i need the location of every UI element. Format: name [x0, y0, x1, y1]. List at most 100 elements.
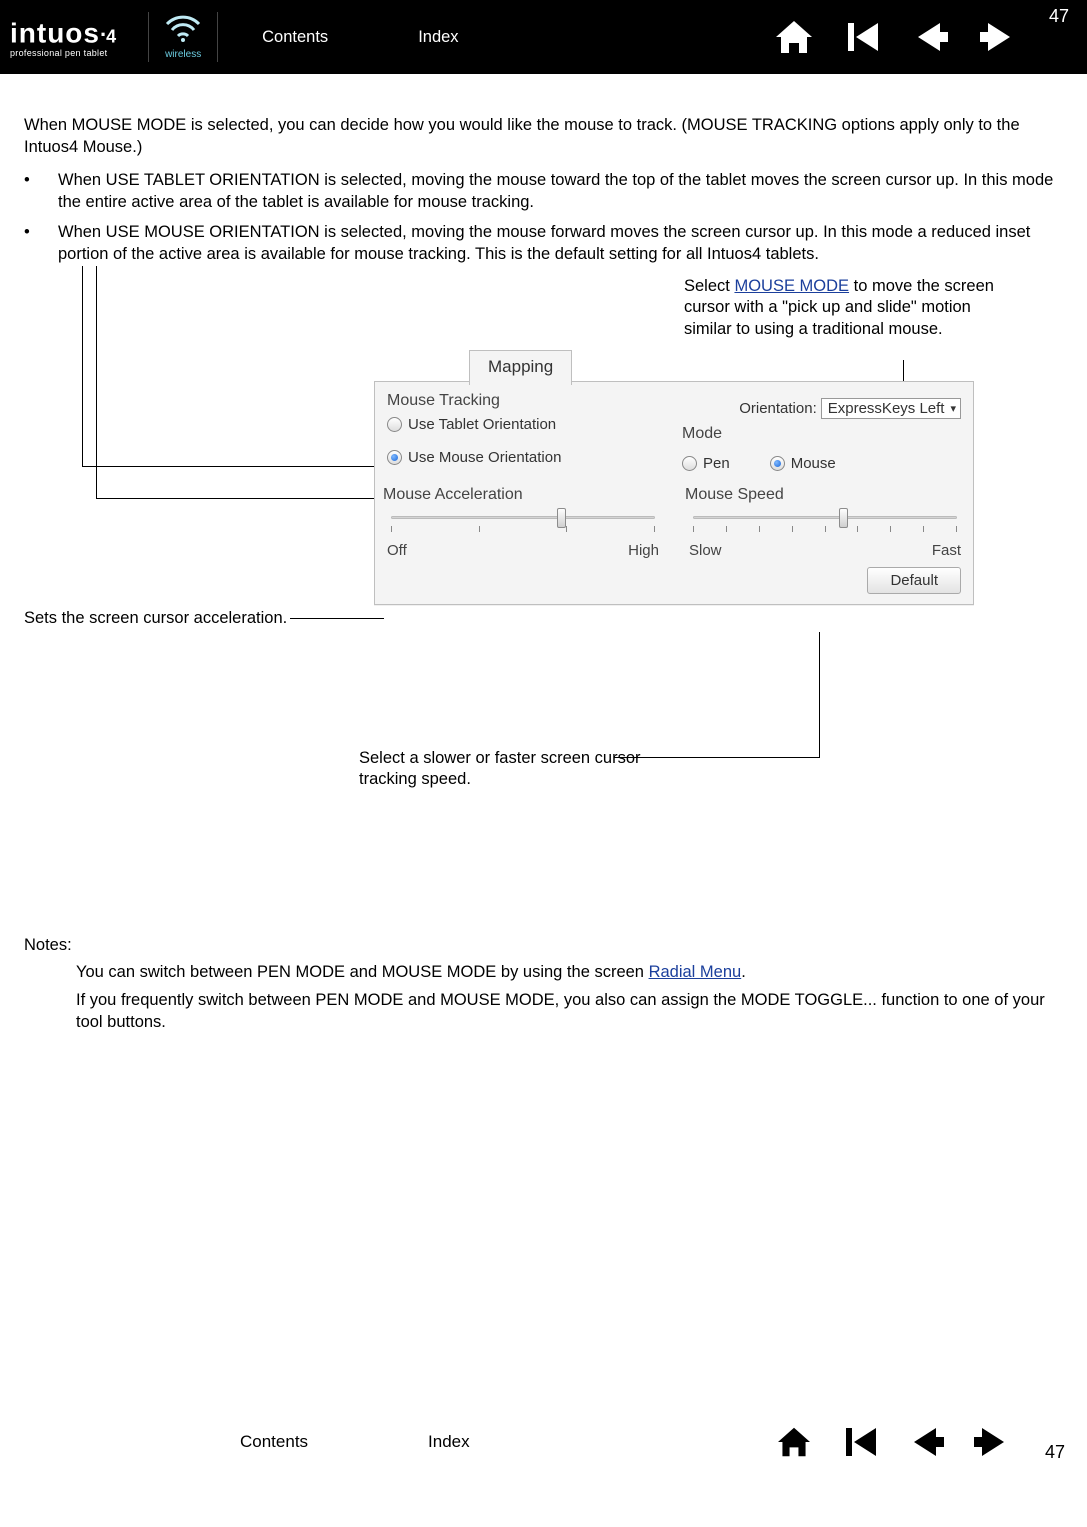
orientation-label: Orientation:: [739, 400, 817, 417]
footer-contents[interactable]: Contents: [240, 1432, 308, 1452]
next-icon: [972, 1425, 1012, 1459]
callout-speed: Select a slower or faster screen cursor …: [359, 748, 649, 792]
callout-line: [82, 466, 382, 467]
orientation-select[interactable]: ExpressKeys Left ▾: [821, 398, 961, 419]
home-icon: [775, 1426, 813, 1458]
header-nav: Contents Index: [262, 28, 458, 47]
radio-row[interactable]: Use Tablet Orientation: [387, 416, 666, 433]
mode-options: Pen Mouse: [682, 449, 961, 478]
wireless-indicator: wireless: [163, 14, 203, 60]
callout-line: [614, 757, 819, 758]
first-icon: [842, 20, 882, 54]
radio-row[interactable]: Mouse: [770, 455, 836, 472]
note-text: .: [741, 963, 746, 981]
radio-icon: [770, 456, 785, 471]
accel-slider: Mouse Acceleration Off High: [383, 486, 663, 559]
list-item: •When USE MOUSE ORIENTATION is selected,…: [24, 221, 1063, 266]
option-label: Pen: [703, 455, 730, 472]
bullet-text: When USE MOUSE ORIENTATION is selected, …: [58, 221, 1063, 266]
radio-row[interactable]: Pen: [682, 455, 730, 472]
callout-line: [819, 632, 820, 758]
option-label: Use Tablet Orientation: [408, 416, 556, 433]
footer-nav: Contents Index: [240, 1432, 470, 1452]
wifi-label: wireless: [165, 49, 201, 60]
slider-label: Mouse Speed: [685, 486, 965, 504]
radio-icon: [387, 417, 402, 432]
page-content: When MOUSE MODE is selected, you can dec…: [0, 74, 1087, 926]
callout-text: Select: [684, 277, 734, 295]
group-label: Mouse Tracking: [387, 392, 666, 410]
dialog-diagram: Select MOUSE MODE to move the screen cur…: [24, 276, 1063, 916]
radio-icon: [682, 456, 697, 471]
callout-line: [82, 266, 83, 466]
option-label: Use Mouse Orientation: [408, 449, 561, 466]
divider: [148, 12, 149, 62]
nav-index[interactable]: Index: [418, 28, 458, 47]
list-item: •When USE TABLET ORIENTATION is selected…: [24, 169, 1063, 214]
slider-label: Mouse Acceleration: [383, 486, 663, 504]
range-high: Fast: [932, 542, 961, 559]
default-button[interactable]: Default: [867, 567, 961, 594]
prev-page-button[interactable]: [905, 1421, 947, 1463]
nav-contents[interactable]: Contents: [262, 28, 328, 47]
chevron-down-icon: ▾: [950, 402, 956, 415]
speed-slider: Mouse Speed Slow Fast: [685, 486, 965, 559]
tracking-group: Mouse Tracking Use Tablet Orientation Us…: [387, 392, 666, 478]
dialog-body: Mouse Tracking Use Tablet Orientation Us…: [375, 382, 973, 482]
footer-index[interactable]: Index: [428, 1432, 470, 1452]
logo-suffix: 4: [106, 27, 116, 47]
select-value: ExpressKeys Left: [828, 400, 945, 417]
note-text: You can switch between PEN MODE and MOUS…: [76, 963, 649, 981]
slider-thumb[interactable]: [839, 508, 848, 528]
note-paragraph: If you frequently switch between PEN MOD…: [76, 989, 1063, 1034]
callout-mouse-mode: Select MOUSE MODE to move the screen cur…: [684, 276, 1004, 341]
slider-range-labels: Slow Fast: [685, 542, 965, 559]
prev-icon: [906, 1425, 946, 1459]
mouse-mode-link[interactable]: MOUSE MODE: [734, 277, 849, 295]
product-logo: intuos.4 professional pen tablet: [10, 16, 116, 58]
radio-row[interactable]: Use Mouse Orientation: [387, 449, 666, 466]
first-icon: [840, 1425, 880, 1459]
first-page-button[interactable]: [839, 1421, 881, 1463]
next-page-button[interactable]: [977, 16, 1019, 58]
page-number-bottom: 47: [1045, 1442, 1065, 1463]
range-low: Off: [387, 542, 407, 559]
wifi-icon: [163, 14, 203, 47]
logo-text: intuos: [10, 18, 100, 49]
mapping-dialog: Mapping Mouse Tracking Use Tablet Orient…: [374, 381, 974, 605]
bullet-list: •When USE TABLET ORIENTATION is selected…: [24, 169, 1063, 266]
slider-bar: [391, 516, 655, 519]
radio-icon: [387, 450, 402, 465]
slider-track[interactable]: [685, 510, 965, 542]
topbar: intuos.4 professional pen tablet wireles…: [0, 0, 1087, 74]
dialog-tab[interactable]: Mapping: [469, 350, 572, 385]
home-icon: [774, 19, 814, 55]
slider-track[interactable]: [383, 510, 663, 542]
first-page-button[interactable]: [841, 16, 883, 58]
mode-group: Orientation: ExpressKeys Left ▾ Mode Pen: [682, 392, 961, 478]
divider: [217, 12, 218, 62]
notes-heading: Notes:: [24, 936, 1063, 955]
bullet-text: When USE TABLET ORIENTATION is selected,…: [58, 169, 1063, 214]
intro-paragraph: When MOUSE MODE is selected, you can dec…: [24, 114, 1063, 159]
option-label: Mouse: [791, 455, 836, 472]
callout-line: [290, 618, 384, 619]
note-paragraph: You can switch between PEN MODE and MOUS…: [76, 961, 1063, 983]
slider-thumb[interactable]: [557, 508, 566, 528]
orientation-row: Orientation: ExpressKeys Left ▾: [682, 398, 961, 419]
slider-bar: [693, 516, 957, 519]
prev-page-button[interactable]: [909, 16, 951, 58]
callout-line: [96, 266, 97, 498]
range-low: Slow: [689, 542, 722, 559]
home-button[interactable]: [773, 1421, 815, 1463]
group-label: Mode: [682, 425, 961, 443]
callout-line: [96, 498, 382, 499]
radial-menu-link[interactable]: Radial Menu: [649, 963, 742, 981]
slider-ticks: [391, 526, 655, 532]
next-page-button[interactable]: [971, 1421, 1013, 1463]
header-nav-icons: 47: [773, 0, 1069, 74]
slider-ticks: [693, 526, 957, 532]
notes-section: Notes: You can switch between PEN MODE a…: [0, 936, 1087, 1034]
home-button[interactable]: [773, 16, 815, 58]
slider-range-labels: Off High: [383, 542, 663, 559]
